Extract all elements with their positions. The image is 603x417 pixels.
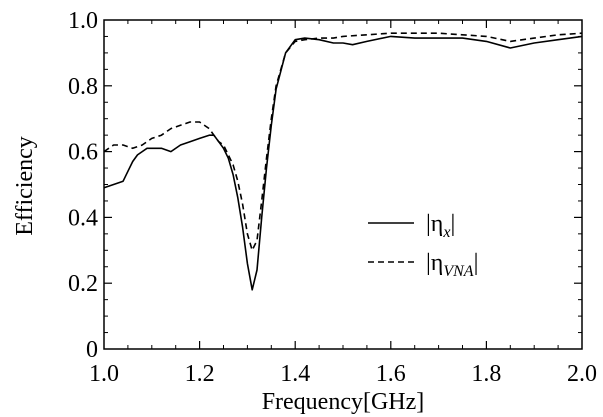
x-tick-label: 1.8	[471, 361, 501, 387]
x-axis-label: Frequency[GHz]	[262, 389, 425, 415]
series-group	[103, 32, 583, 291]
x-axis-ticks: 1.0 1.2 1.4 1.6 1.8 2.0	[89, 20, 597, 387]
y-tick-label: 0.4	[68, 205, 98, 231]
y-axis-ticks: 0 0.2 0.4 0.6 0.8 1.0	[68, 8, 582, 363]
x-tick-label: 1.4	[280, 361, 310, 387]
x-tick-label: 1.0	[89, 361, 119, 387]
series-eta-x-line	[103, 35, 583, 291]
legend-label-eta-vna: |ηVNA|	[426, 250, 478, 280]
y-tick-label: 0.8	[68, 74, 98, 100]
x-tick-label: 1.6	[376, 361, 406, 387]
x-tick-label: 2.0	[567, 361, 597, 387]
y-tick-label: 1.0	[68, 8, 98, 34]
y-tick-label: 0.6	[68, 140, 98, 166]
legend: |ηx| |ηVNA|	[368, 211, 478, 280]
series-eta-vna-line	[103, 32, 583, 252]
x-tick-label: 1.2	[185, 361, 215, 387]
y-axis-label: Efficiency	[12, 136, 38, 236]
y-tick-label: 0.2	[68, 271, 98, 297]
plot-frame	[103, 19, 583, 350]
y-tick-label: 0	[86, 337, 98, 363]
legend-label-eta-x: |ηx|	[426, 211, 455, 241]
